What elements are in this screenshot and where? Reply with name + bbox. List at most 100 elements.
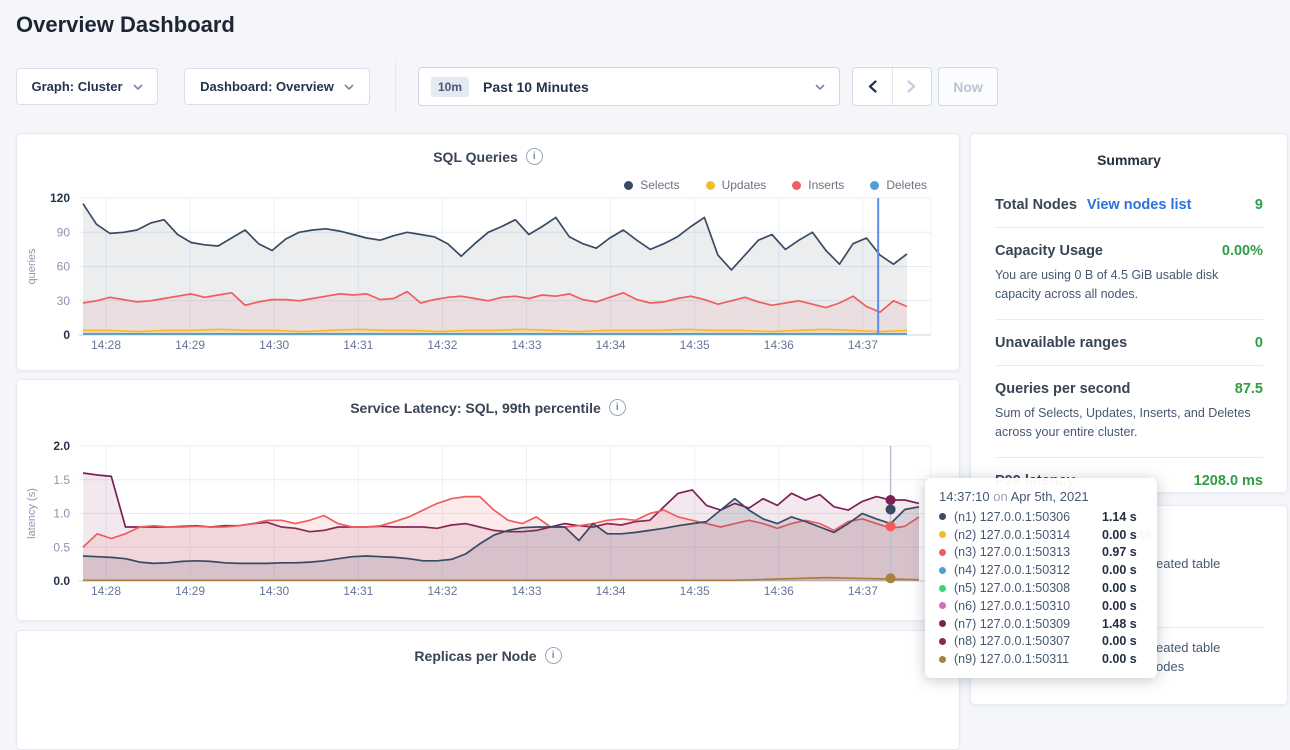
info-icon[interactable]: i	[544, 647, 562, 664]
tooltip-timestamp: 14:37:10 on Apr 5th, 2021	[939, 489, 1089, 504]
chevron-left-icon	[868, 80, 877, 93]
svg-text:90: 90	[57, 225, 71, 239]
svg-text:14:31: 14:31	[343, 338, 373, 352]
tooltip-row: (n3) 127.0.0.1:50313 0.97 s	[939, 544, 1143, 562]
summary-panel: Summary Total Nodes View nodes list 9 Ca…	[970, 133, 1288, 493]
svg-text:14:28: 14:28	[91, 338, 121, 352]
unavailable-ranges-label: Unavailable ranges	[995, 334, 1128, 351]
svg-text:0: 0	[63, 328, 70, 342]
info-icon[interactable]: i	[525, 148, 543, 165]
svg-text:0.5: 0.5	[53, 540, 70, 554]
dashboard-dropdown[interactable]: Dashboard: Overview	[184, 68, 370, 105]
unavailable-ranges-value: 0	[1254, 334, 1263, 351]
event-item-fragment[interactable]: odes	[1156, 659, 1185, 674]
event-item-fragment[interactable]: eated table	[1156, 640, 1221, 655]
tooltip-row: (n8) 127.0.0.1:50307 0.00 s	[939, 633, 1143, 651]
deletes-dot-icon	[870, 180, 880, 190]
svg-text:60: 60	[57, 260, 71, 274]
node-color-dot-icon	[939, 566, 946, 574]
node-color-dot-icon	[939, 602, 946, 610]
svg-text:14:32: 14:32	[427, 584, 457, 598]
svg-text:14:29: 14:29	[175, 584, 205, 598]
service-latency-card: Service Latency: SQL, 99th percentile i …	[16, 379, 960, 621]
svg-text:14:32: 14:32	[427, 338, 457, 352]
tooltip-row: (n9) 127.0.0.1:50311 0.00 s	[939, 650, 1143, 668]
tooltip-row: (n7) 127.0.0.1:50309 1.48 s	[939, 615, 1143, 633]
replicas-per-node-title: Replicas per Node	[414, 647, 537, 664]
p99-latency-value: 1208.0 ms	[1193, 472, 1263, 489]
page-title: Overview Dashboard	[16, 12, 235, 37]
now-button[interactable]: Now	[938, 67, 998, 106]
svg-text:14:37: 14:37	[848, 338, 878, 352]
svg-text:0.0: 0.0	[53, 574, 70, 588]
svg-text:1.5: 1.5	[53, 473, 70, 487]
node-color-dot-icon	[939, 513, 946, 521]
tooltip-row: (n1) 127.0.0.1:50306 1.14 s	[939, 508, 1143, 526]
summary-row-capacity-usage: Capacity Usage 0.00% You are using 0 B o…	[995, 228, 1263, 320]
svg-text:14:35: 14:35	[680, 584, 710, 598]
graph-scope-dropdown-label: Graph: Cluster	[31, 79, 123, 94]
chevron-down-icon	[815, 83, 825, 90]
view-nodes-list-link[interactable]: View nodes list	[1086, 197, 1192, 213]
capacity-usage-description: You are using 0 B of 4.5 GiB usable disk…	[995, 268, 1219, 302]
chevron-down-icon	[344, 83, 354, 90]
queries-per-second-description: Sum of Selects, Updates, Inserts, and De…	[995, 405, 1251, 440]
time-step-button-group	[852, 67, 932, 106]
toolbar-divider	[395, 62, 396, 110]
svg-text:14:31: 14:31	[343, 584, 373, 598]
svg-text:latency (s): latency (s)	[26, 488, 38, 539]
queries-per-second-label: Queries per second	[995, 380, 1131, 397]
node-color-dot-icon	[939, 637, 946, 645]
queries-per-second-value: 87.5	[1234, 380, 1263, 397]
info-icon[interactable]: i	[608, 399, 626, 416]
service-latency-chart[interactable]: 14:28 14:29 14:30 14:31 14:32 14:33 14:34 14:35…	[17, 416, 960, 621]
tooltip-row: (n2) 127.0.0.1:50314 0.00 s	[939, 526, 1143, 544]
sql-queries-title: SQL Queries	[433, 148, 518, 165]
svg-text:14:34: 14:34	[596, 338, 626, 352]
legend-item-inserts: Inserts	[792, 178, 844, 192]
node-color-dot-icon	[939, 620, 946, 628]
tooltip-row: (n4) 127.0.0.1:50312 0.00 s	[939, 561, 1143, 579]
summary-row-unavailable-ranges: Unavailable ranges 0	[995, 320, 1263, 366]
service-latency-title: Service Latency: SQL, 99th percentile	[350, 399, 601, 416]
svg-text:30: 30	[57, 294, 71, 308]
time-range-selector[interactable]: 10m Past 10 Minutes	[418, 67, 840, 106]
previous-interval-button[interactable]	[853, 68, 893, 105]
svg-text:14:30: 14:30	[259, 584, 289, 598]
node-color-dot-icon	[939, 584, 946, 592]
svg-text:14:34: 14:34	[596, 584, 626, 598]
svg-text:14:30: 14:30	[259, 338, 289, 352]
dashboard-dropdown-label: Dashboard: Overview	[200, 79, 334, 94]
sql-queries-legend: Selects Updates Inserts Deletes	[624, 178, 927, 192]
legend-item-deletes: Deletes	[870, 178, 927, 192]
svg-text:queries: queries	[26, 248, 38, 285]
legend-item-updates: Updates	[705, 178, 766, 192]
graph-scope-dropdown[interactable]: Graph: Cluster	[16, 68, 158, 105]
node-color-dot-icon	[939, 531, 946, 539]
summary-row-total-nodes: Total Nodes View nodes list 9	[995, 182, 1263, 228]
tooltip-row: (n6) 127.0.0.1:50310 0.00 s	[939, 597, 1143, 615]
svg-text:14:28: 14:28	[91, 584, 121, 598]
chart-hover-tooltip: 14:37:10 on Apr 5th, 2021 (n1) 127.0.0.1…	[925, 478, 1157, 678]
svg-text:120: 120	[50, 191, 70, 205]
summary-title: Summary	[1097, 152, 1161, 168]
svg-text:14:36: 14:36	[764, 338, 794, 352]
capacity-usage-value: 0.00%	[1221, 243, 1263, 259]
capacity-usage-label: Capacity Usage	[995, 243, 1103, 259]
svg-text:2.0: 2.0	[53, 439, 70, 453]
replicas-per-node-card: Replicas per Node i	[16, 630, 960, 750]
svg-text:14:37: 14:37	[848, 584, 878, 598]
svg-text:14:33: 14:33	[511, 584, 541, 598]
chevron-right-icon	[907, 80, 916, 93]
svg-text:14:33: 14:33	[511, 338, 541, 352]
node-color-dot-icon	[939, 548, 946, 556]
next-interval-button[interactable]	[893, 68, 932, 105]
selects-dot-icon	[624, 180, 634, 190]
node-color-dot-icon	[939, 655, 946, 663]
time-range-label: Past 10 Minutes	[483, 78, 589, 95]
time-range-badge: 10m	[431, 76, 470, 97]
sql-queries-chart[interactable]: 14:28 14:29 14:30 14:31 14:32 14:33 14:34 14:35…	[17, 134, 960, 370]
svg-text:1.0: 1.0	[53, 507, 70, 521]
inserts-dot-icon	[792, 180, 802, 190]
event-item-fragment[interactable]: eated table	[1156, 556, 1221, 571]
